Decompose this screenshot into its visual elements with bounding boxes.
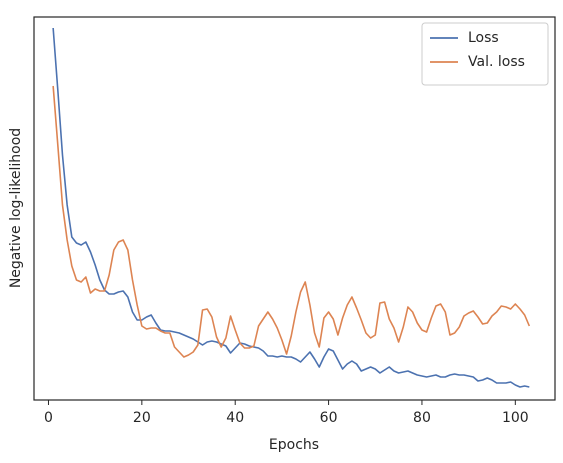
x-tick-label: 20: [133, 410, 151, 426]
x-tick-label: 40: [226, 410, 244, 426]
x-axis-label: Epochs: [269, 437, 319, 453]
x-tick-label: 0: [44, 410, 53, 426]
line-series: [52, 27, 530, 388]
x-tick-label: 80: [413, 410, 431, 426]
legend-label: Loss: [468, 30, 499, 46]
y-axis-label: Negative log-likelihood: [8, 128, 24, 288]
plot-frame: [33, 16, 556, 401]
legend-label: Val. loss: [468, 54, 525, 70]
x-tick-label: 100: [502, 410, 529, 426]
line-series: [52, 85, 531, 358]
x-tick-label: 60: [320, 410, 338, 426]
